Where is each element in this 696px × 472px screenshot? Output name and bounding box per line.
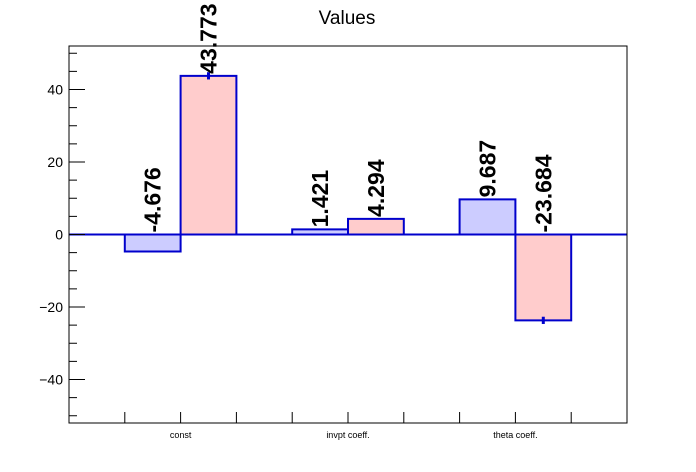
bars-layer [123,72,573,324]
value-label: -4.676 [140,167,166,232]
value-label: 1.421 [307,170,333,228]
y-tick-label: 0 [55,227,63,243]
bar-fill [292,229,348,235]
bar-fill [180,75,237,235]
value-label: 4.294 [363,159,389,217]
bar-fill [459,199,516,235]
bar-outline [123,234,182,253]
bar-fill [348,218,404,235]
bar-fill [515,234,572,321]
value-labels-layer: -4.676 1.421 9.687 43.773 4.294 -23.684 [140,3,557,232]
value-label: -23.684 [530,154,556,232]
y-tick-label: −20 [39,299,63,315]
chart-title: Values [319,8,376,29]
x-category-label: theta coeff. [493,430,537,440]
y-tick-label: −40 [39,372,63,388]
value-label: 9.687 [475,140,501,198]
bar-fill [124,234,181,252]
axes-layer: −40 −20 0 20 40 const invpt coeff. theta coeff. [39,52,572,440]
y-tick-label: 20 [47,154,63,170]
bar-outline [347,217,405,235]
x-category-label: const [170,430,192,440]
bar-outline [458,198,517,235]
y-tick-label: 40 [47,82,63,98]
x-category-label: invpt coeff. [326,430,369,440]
value-label: 43.773 [196,3,222,73]
